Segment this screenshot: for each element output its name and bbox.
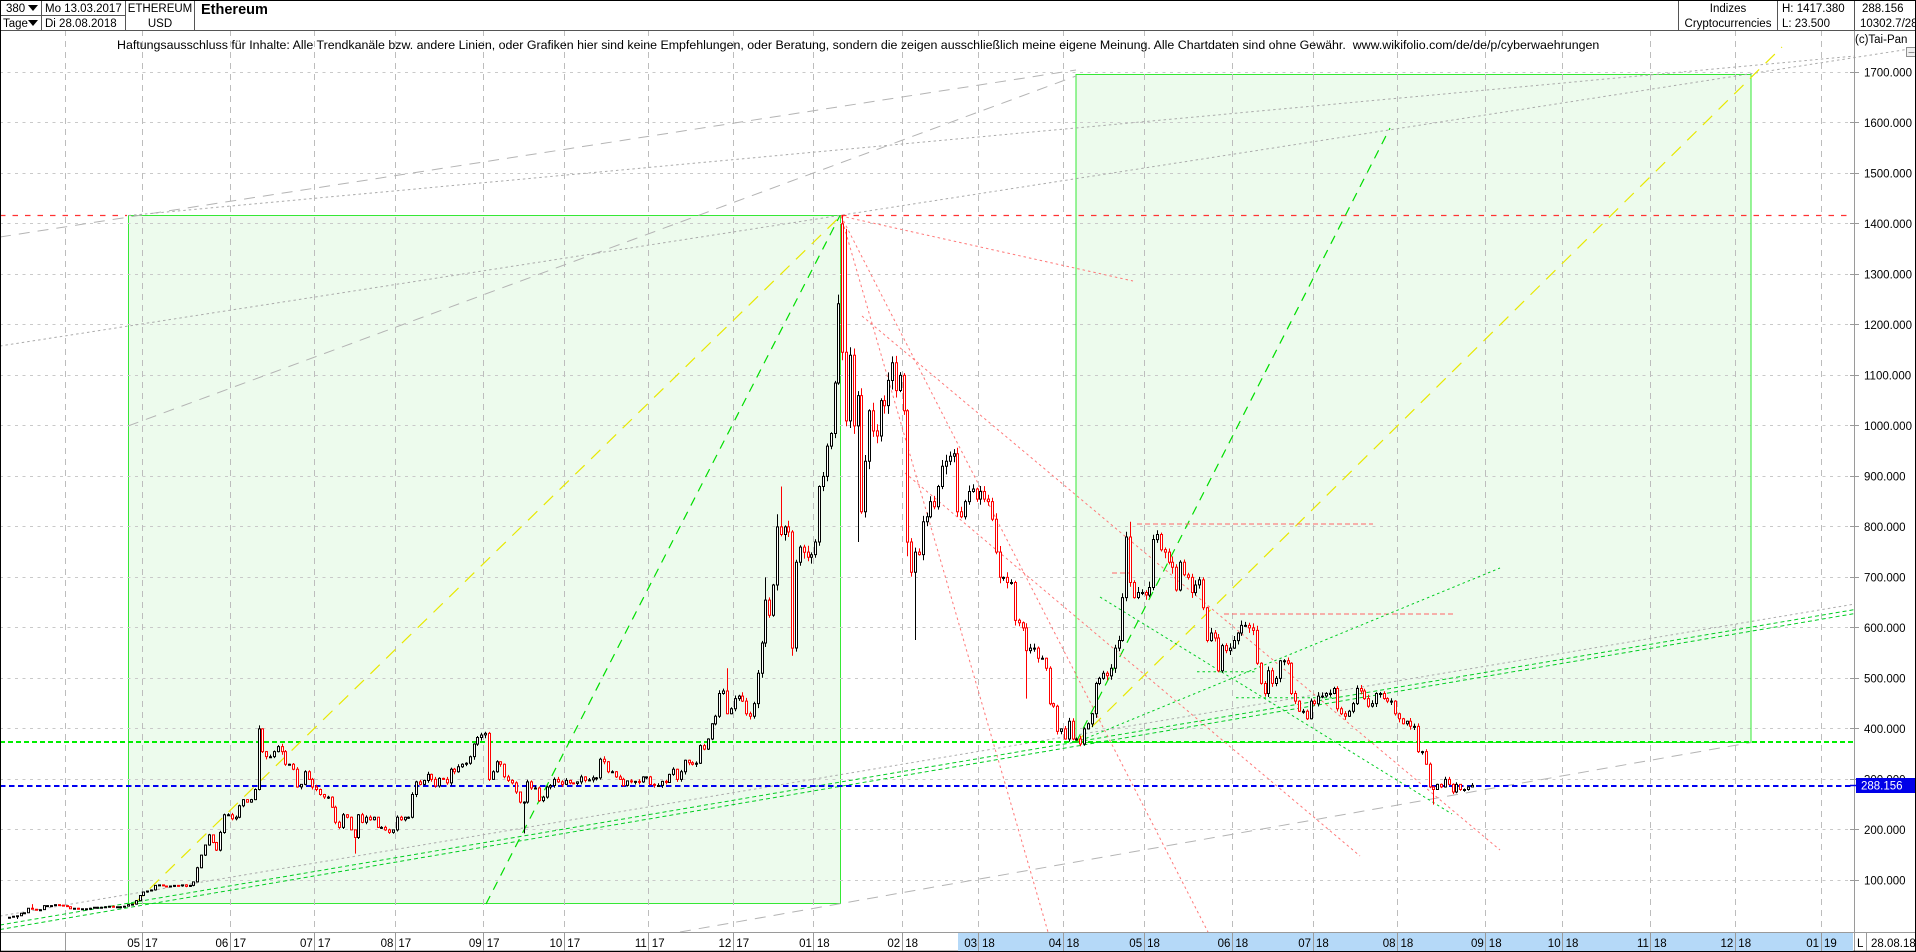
svg-text:10: 10 <box>550 938 563 950</box>
svg-text:L: L <box>1857 938 1864 950</box>
svg-text:11: 11 <box>635 938 647 950</box>
svg-text:17: 17 <box>233 938 246 950</box>
svg-text:04: 04 <box>1049 938 1062 950</box>
svg-text:288.156: 288.156 <box>1862 3 1904 15</box>
svg-text:08: 08 <box>1383 938 1396 950</box>
svg-text:600.000: 600.000 <box>1864 623 1906 635</box>
svg-text:USD: USD <box>148 18 172 30</box>
svg-text:200.000: 200.000 <box>1864 825 1906 837</box>
svg-text:Cryptocurrencies: Cryptocurrencies <box>1685 18 1772 30</box>
svg-text:Ethereum: Ethereum <box>201 2 268 18</box>
svg-text:05: 05 <box>1129 938 1142 950</box>
svg-text:1500.000: 1500.000 <box>1864 168 1912 180</box>
svg-text:17: 17 <box>487 938 500 950</box>
svg-text:800.000: 800.000 <box>1864 522 1906 534</box>
svg-text:10: 10 <box>1548 938 1561 950</box>
svg-text:06: 06 <box>1218 938 1231 950</box>
svg-text:19: 19 <box>1824 938 1837 950</box>
svg-text:1300.000: 1300.000 <box>1864 269 1912 281</box>
svg-text:17: 17 <box>145 938 158 950</box>
svg-text:28.08.18: 28.08.18 <box>1871 938 1916 950</box>
svg-text:07: 07 <box>300 938 313 950</box>
svg-text:1600.000: 1600.000 <box>1864 118 1912 130</box>
svg-text:01: 01 <box>799 938 812 950</box>
svg-text:18: 18 <box>1401 938 1414 950</box>
svg-text:500.000: 500.000 <box>1864 673 1906 685</box>
svg-text:11: 11 <box>1637 938 1649 950</box>
svg-text:01: 01 <box>1806 938 1819 950</box>
svg-text:10302.7/28: 10302.7/28 <box>1860 18 1916 30</box>
svg-text:100.000: 100.000 <box>1864 875 1906 887</box>
svg-text:380: 380 <box>6 3 25 15</box>
svg-text:900.000: 900.000 <box>1864 471 1906 483</box>
svg-text:05: 05 <box>127 938 140 950</box>
svg-text:1700.000: 1700.000 <box>1864 67 1912 79</box>
svg-text:17: 17 <box>652 938 665 950</box>
svg-text:Indizes: Indizes <box>1710 3 1747 15</box>
svg-text:18: 18 <box>1489 938 1502 950</box>
svg-text:07: 07 <box>1298 938 1311 950</box>
svg-text:ETHEREUM: ETHEREUM <box>128 3 193 15</box>
svg-text:18: 18 <box>982 938 995 950</box>
svg-text:17: 17 <box>736 938 749 950</box>
svg-text:09: 09 <box>469 938 482 950</box>
svg-text:06: 06 <box>216 938 229 950</box>
svg-text:17: 17 <box>567 938 580 950</box>
svg-text:1100.000: 1100.000 <box>1864 370 1911 382</box>
svg-text:09: 09 <box>1471 938 1484 950</box>
svg-text:08: 08 <box>381 938 394 950</box>
svg-text:18: 18 <box>1067 938 1080 950</box>
svg-text:1400.000: 1400.000 <box>1864 219 1912 231</box>
svg-text:1200.000: 1200.000 <box>1864 320 1912 332</box>
svg-text:H: 1417.380: H: 1417.380 <box>1782 3 1845 15</box>
svg-text:18: 18 <box>1147 938 1160 950</box>
svg-text:18: 18 <box>1316 938 1329 950</box>
svg-text:288.156: 288.156 <box>1861 781 1903 793</box>
svg-text:02: 02 <box>887 938 900 950</box>
svg-text:Di 28.08.2018: Di 28.08.2018 <box>45 18 117 30</box>
svg-text:18: 18 <box>1566 938 1579 950</box>
svg-text:17: 17 <box>318 938 331 950</box>
svg-text:1000.000: 1000.000 <box>1864 421 1912 433</box>
svg-text:L: 23.500: L: 23.500 <box>1782 18 1830 30</box>
svg-text:700.000: 700.000 <box>1864 572 1906 584</box>
svg-text:Mo 13.03.2017: Mo 13.03.2017 <box>45 3 122 15</box>
svg-text:Haftungsausschluss für Inhalte: Haftungsausschluss für Inhalte: Alle Tre… <box>117 38 1599 52</box>
svg-text:18: 18 <box>1738 938 1751 950</box>
svg-text:18: 18 <box>905 938 918 950</box>
svg-text:17: 17 <box>398 938 411 950</box>
svg-text:(c)Tai-Pan: (c)Tai-Pan <box>1855 34 1907 46</box>
svg-text:18: 18 <box>1235 938 1248 950</box>
svg-text:Tage: Tage <box>3 18 28 30</box>
svg-text:18: 18 <box>817 938 830 950</box>
svg-text:12: 12 <box>1721 938 1734 950</box>
svg-text:400.000: 400.000 <box>1864 724 1906 736</box>
svg-text:18: 18 <box>1654 938 1667 950</box>
svg-text:03: 03 <box>964 938 977 950</box>
svg-text:12: 12 <box>719 938 732 950</box>
